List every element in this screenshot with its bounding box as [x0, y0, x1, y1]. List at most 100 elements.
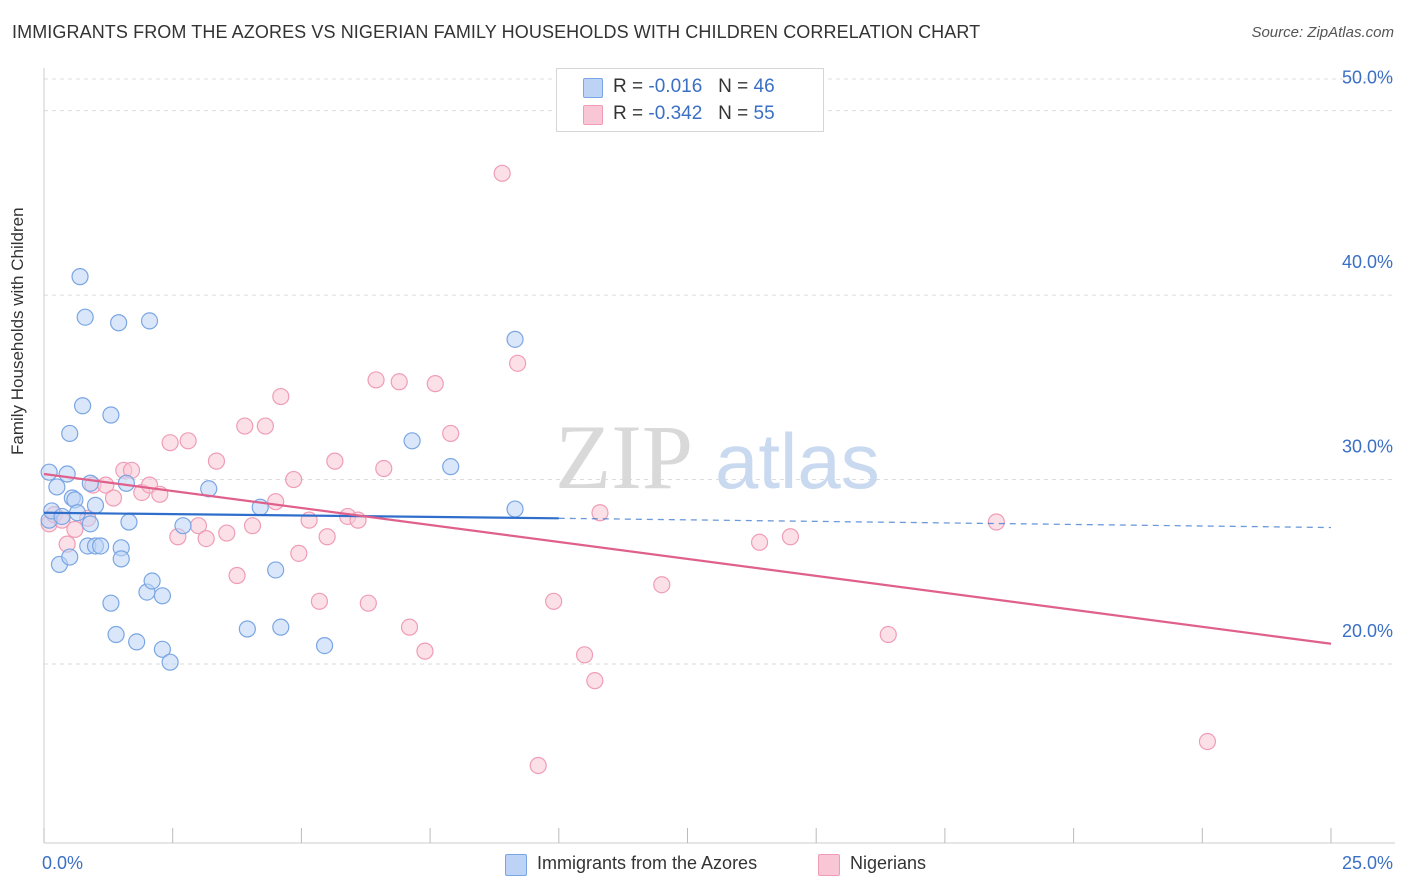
azores-point: [161, 653, 179, 671]
azores-points: [40, 268, 524, 671]
legend-azores-swatch: [505, 854, 527, 876]
nigerians-point: [586, 672, 604, 690]
azores-point: [128, 633, 146, 651]
legend-nigerians-label: Nigerians: [850, 853, 927, 873]
nigerians-stats: R = -0.342 N = 55: [613, 103, 775, 125]
nigerians-point: [218, 524, 236, 542]
nigerians-point: [228, 566, 246, 585]
chart-source: Source: ZipAtlas.com: [1251, 24, 1394, 41]
azores-r-label: R =: [613, 76, 644, 97]
azores-point: [53, 507, 71, 526]
azores-point: [102, 406, 120, 424]
azores-trend-extension: [558, 517, 1332, 529]
azores-point: [506, 330, 524, 348]
azores-point: [238, 620, 256, 638]
azores-point: [110, 314, 128, 332]
nigerians-point: [243, 517, 262, 535]
nigerians-trend-line: [43, 472, 1332, 645]
nigerians-point: [104, 489, 123, 507]
nigerians-point: [509, 354, 527, 372]
azores-point: [272, 618, 290, 636]
azores-point: [403, 432, 421, 450]
nigerians-swatch: [583, 105, 603, 125]
y-tick-label: 40.0%: [1342, 252, 1393, 272]
azores-point: [81, 474, 99, 492]
azores-point: [102, 594, 120, 612]
azores-point: [112, 550, 130, 568]
nigerians-point: [66, 520, 84, 538]
x-tick-label-min: 0.0%: [42, 853, 83, 873]
nigerians-point: [390, 373, 408, 391]
azores-point: [58, 465, 76, 483]
axes: [43, 68, 1395, 844]
azores-point: [40, 463, 58, 481]
nigerians-point: [272, 387, 290, 406]
nigerians-point: [545, 592, 563, 610]
azores-point: [107, 625, 125, 644]
nigerians-point: [367, 371, 385, 389]
nigerians-point: [1198, 732, 1217, 751]
nigerians-n-value: 55: [753, 103, 775, 124]
azores-point: [140, 312, 159, 330]
nigerians-point: [326, 452, 344, 470]
nigerians-point: [207, 452, 226, 470]
azores-r-value: -0.016: [648, 76, 703, 97]
nigerians-point: [359, 594, 377, 612]
azores-point: [76, 308, 94, 326]
tick-labels: 20.0% 30.0% 40.0% 50.0% 0.0% 25.0%: [42, 68, 1393, 873]
series-legend: Immigrants from the Azores Nigerians: [0, 852, 1406, 878]
y-tick-label: 30.0%: [1342, 437, 1393, 457]
azores-trend-line: [43, 511, 559, 520]
y-tick-label: 50.0%: [1342, 68, 1393, 88]
azores-point: [61, 548, 79, 566]
watermark-zip: ZIP: [555, 406, 693, 508]
nigerians-r-label: R =: [613, 103, 644, 124]
azores-stats: R = -0.016 N = 46: [613, 76, 775, 98]
azores-point: [143, 572, 161, 590]
azores-point: [71, 268, 89, 286]
nigerians-point: [375, 459, 393, 478]
azores-point: [442, 458, 460, 476]
azores-point: [153, 587, 172, 605]
azores-point: [74, 397, 92, 415]
nigerians-point: [442, 424, 460, 443]
nigerians-r-value: -0.342: [648, 103, 703, 124]
nigerians-point: [179, 432, 197, 450]
azores-point: [153, 640, 172, 658]
y-axis-label: Family Households with Children: [8, 207, 27, 455]
azores-point: [61, 424, 79, 443]
x-tick-label-max: 25.0%: [1342, 853, 1393, 873]
azores-point: [92, 537, 110, 555]
nigerians-point: [493, 164, 511, 182]
stats-legend: R = -0.016 N = 46 R = -0.342 N = 55: [556, 68, 824, 132]
nigerians-point: [529, 756, 547, 775]
nigerians-point: [575, 646, 594, 664]
watermark: ZIP atlas: [555, 406, 880, 508]
nigerians-n-label: N =: [718, 103, 749, 124]
azores-point: [81, 515, 99, 533]
nigerians-point: [290, 544, 308, 562]
nigerians-point: [653, 576, 671, 594]
azores-n-value: 46: [753, 76, 775, 97]
nigerians-point: [267, 493, 285, 511]
nigerians-point: [400, 618, 419, 636]
chart-title: IMMIGRANTS FROM THE AZORES VS NIGERIAN F…: [12, 22, 981, 42]
nigerians-point: [879, 625, 897, 644]
nigerians-point: [236, 417, 254, 435]
nigerians-point: [591, 504, 609, 522]
nigerians-point: [197, 529, 215, 548]
nigerians-point: [161, 434, 179, 452]
nigerians-point: [987, 513, 1005, 531]
trend-lines: [43, 472, 1332, 645]
nigerians-point: [310, 592, 329, 610]
azores-point: [48, 478, 66, 496]
azores-point: [315, 636, 334, 655]
nigerians-point: [416, 642, 434, 660]
watermark-atlas: atlas: [715, 417, 880, 505]
azores-point: [174, 517, 192, 535]
azores-point: [506, 500, 524, 518]
nigerians-point: [781, 528, 800, 546]
azores-n-label: N =: [718, 76, 749, 97]
legend-nigerians-swatch: [818, 854, 840, 876]
